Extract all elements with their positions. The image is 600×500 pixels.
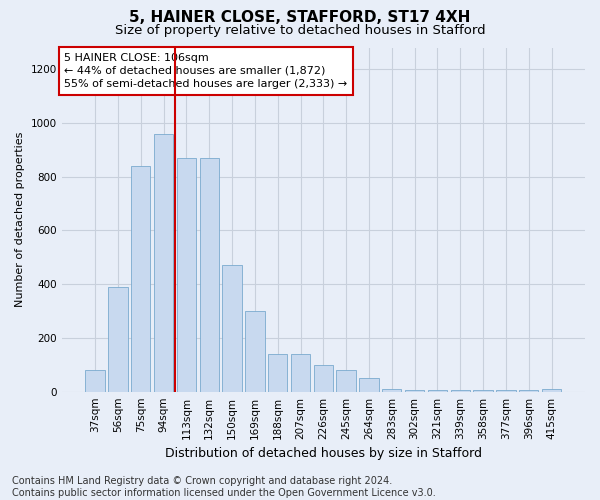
Bar bbox=[496, 390, 515, 392]
Bar bbox=[245, 311, 265, 392]
Bar bbox=[154, 134, 173, 392]
Bar bbox=[473, 390, 493, 392]
Bar bbox=[200, 158, 219, 392]
Bar bbox=[451, 390, 470, 392]
Text: Size of property relative to detached houses in Stafford: Size of property relative to detached ho… bbox=[115, 24, 485, 37]
Bar bbox=[131, 166, 151, 392]
Bar bbox=[337, 370, 356, 392]
Bar bbox=[405, 390, 424, 392]
Bar bbox=[519, 390, 538, 392]
Y-axis label: Number of detached properties: Number of detached properties bbox=[15, 132, 25, 308]
Text: 5 HAINER CLOSE: 106sqm
← 44% of detached houses are smaller (1,872)
55% of semi-: 5 HAINER CLOSE: 106sqm ← 44% of detached… bbox=[64, 52, 347, 89]
Bar bbox=[85, 370, 105, 392]
Bar bbox=[382, 389, 401, 392]
Text: 5, HAINER CLOSE, STAFFORD, ST17 4XH: 5, HAINER CLOSE, STAFFORD, ST17 4XH bbox=[130, 10, 470, 25]
Bar bbox=[177, 158, 196, 392]
Text: Contains HM Land Registry data © Crown copyright and database right 2024.
Contai: Contains HM Land Registry data © Crown c… bbox=[12, 476, 436, 498]
X-axis label: Distribution of detached houses by size in Stafford: Distribution of detached houses by size … bbox=[165, 447, 482, 460]
Bar bbox=[314, 365, 333, 392]
Bar bbox=[108, 287, 128, 392]
Bar bbox=[428, 390, 447, 392]
Bar bbox=[542, 389, 561, 392]
Bar bbox=[359, 378, 379, 392]
Bar bbox=[291, 354, 310, 392]
Bar bbox=[268, 354, 287, 392]
Bar bbox=[223, 266, 242, 392]
